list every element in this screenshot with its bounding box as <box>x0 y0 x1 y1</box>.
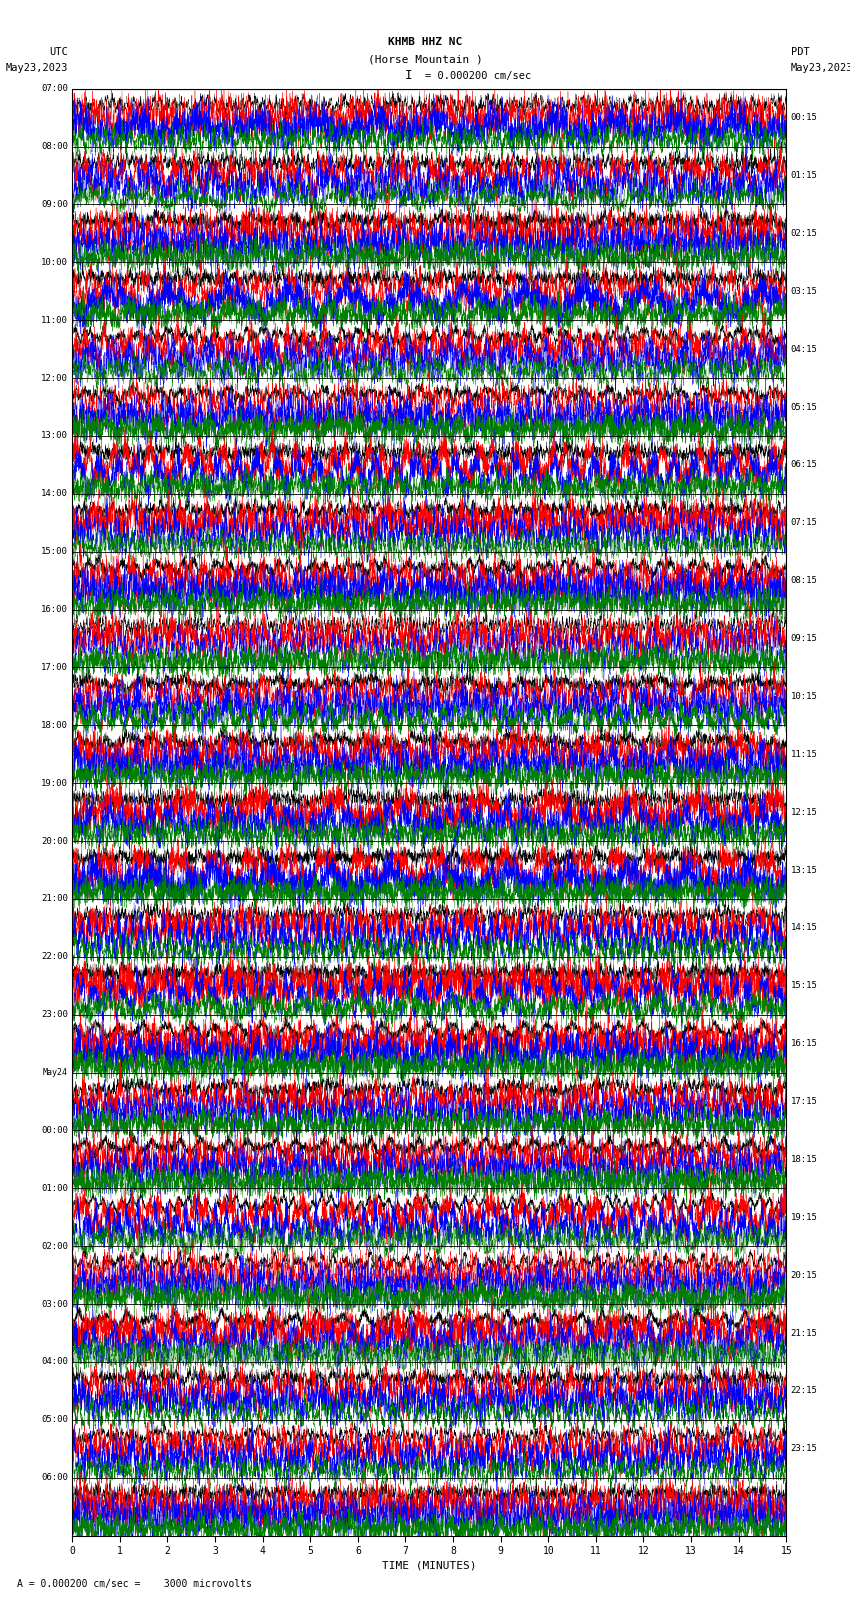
Text: 16:15: 16:15 <box>790 1039 818 1048</box>
Text: PDT: PDT <box>790 47 809 56</box>
Text: I: I <box>405 69 411 82</box>
Text: A = 0.000200 cm/sec =    3000 microvolts: A = 0.000200 cm/sec = 3000 microvolts <box>17 1579 252 1589</box>
Text: 03:00: 03:00 <box>41 1300 68 1308</box>
Text: 12:15: 12:15 <box>790 808 818 816</box>
Text: 13:15: 13:15 <box>790 866 818 874</box>
Text: 20:00: 20:00 <box>41 837 68 845</box>
Text: 22:00: 22:00 <box>41 952 68 961</box>
Text: 14:15: 14:15 <box>790 923 818 932</box>
Text: 08:15: 08:15 <box>790 576 818 586</box>
Text: 21:15: 21:15 <box>790 1329 818 1337</box>
Text: 14:00: 14:00 <box>41 489 68 498</box>
Text: 07:00: 07:00 <box>41 84 68 94</box>
Text: 12:00: 12:00 <box>41 374 68 382</box>
Text: 06:00: 06:00 <box>41 1473 68 1482</box>
Text: 08:00: 08:00 <box>41 142 68 152</box>
Text: 20:15: 20:15 <box>790 1271 818 1279</box>
Text: 01:00: 01:00 <box>41 1184 68 1194</box>
Text: KHMB HHZ NC: KHMB HHZ NC <box>388 37 462 47</box>
X-axis label: TIME (MINUTES): TIME (MINUTES) <box>382 1560 477 1569</box>
Text: 21:00: 21:00 <box>41 895 68 903</box>
Text: 17:15: 17:15 <box>790 1097 818 1107</box>
Text: May24: May24 <box>43 1068 68 1077</box>
Text: 18:00: 18:00 <box>41 721 68 729</box>
Text: (Horse Mountain ): (Horse Mountain ) <box>367 55 483 65</box>
Text: 09:00: 09:00 <box>41 200 68 210</box>
Text: 23:00: 23:00 <box>41 1010 68 1019</box>
Text: UTC: UTC <box>49 47 68 56</box>
Text: 18:15: 18:15 <box>790 1155 818 1165</box>
Text: 03:15: 03:15 <box>790 287 818 295</box>
Text: 16:00: 16:00 <box>41 605 68 615</box>
Text: 10:15: 10:15 <box>790 692 818 702</box>
Text: 02:00: 02:00 <box>41 1242 68 1250</box>
Text: 23:15: 23:15 <box>790 1444 818 1453</box>
Text: = 0.000200 cm/sec: = 0.000200 cm/sec <box>425 71 531 81</box>
Text: 19:00: 19:00 <box>41 779 68 787</box>
Text: 07:15: 07:15 <box>790 518 818 527</box>
Text: 13:00: 13:00 <box>41 431 68 440</box>
Text: 11:00: 11:00 <box>41 316 68 324</box>
Text: May23,2023: May23,2023 <box>5 63 68 73</box>
Text: 02:15: 02:15 <box>790 229 818 237</box>
Text: 11:15: 11:15 <box>790 750 818 758</box>
Text: 22:15: 22:15 <box>790 1387 818 1395</box>
Text: 01:15: 01:15 <box>790 171 818 181</box>
Text: May23,2023: May23,2023 <box>790 63 850 73</box>
Text: 05:15: 05:15 <box>790 403 818 411</box>
Text: 17:00: 17:00 <box>41 663 68 673</box>
Text: 00:15: 00:15 <box>790 113 818 123</box>
Text: 04:00: 04:00 <box>41 1358 68 1366</box>
Text: 06:15: 06:15 <box>790 460 818 469</box>
Text: 15:00: 15:00 <box>41 547 68 556</box>
Text: 15:15: 15:15 <box>790 981 818 990</box>
Text: 09:15: 09:15 <box>790 634 818 644</box>
Text: 04:15: 04:15 <box>790 345 818 353</box>
Text: 05:00: 05:00 <box>41 1415 68 1424</box>
Text: 00:00: 00:00 <box>41 1126 68 1136</box>
Text: 10:00: 10:00 <box>41 258 68 266</box>
Text: 19:15: 19:15 <box>790 1213 818 1221</box>
